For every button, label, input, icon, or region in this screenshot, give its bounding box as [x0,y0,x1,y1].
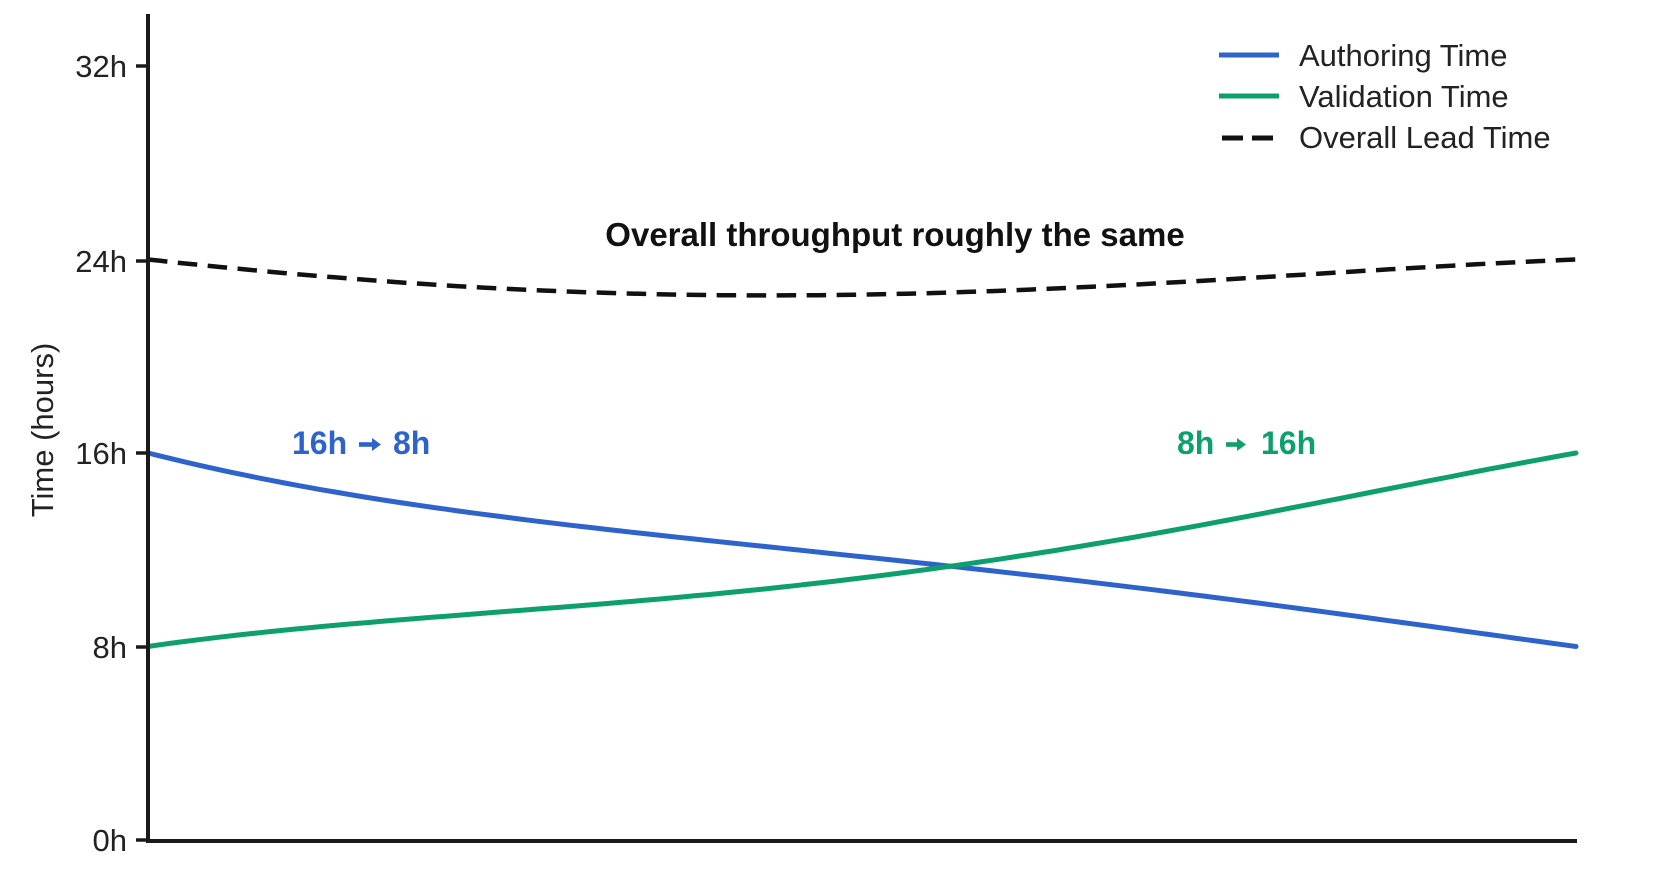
svg-text:Authoring Time: Authoring Time [1299,38,1508,73]
svg-text:8h: 8h [393,425,430,461]
svg-text:Validation Time: Validation Time [1299,79,1509,114]
svg-text:Time (hours): Time (hours) [25,343,60,518]
svg-text:16h: 16h [75,436,127,471]
svg-text:16h: 16h [292,425,347,461]
svg-text:0h: 0h [93,823,127,858]
svg-text:Overall Lead Time: Overall Lead Time [1299,120,1551,155]
svg-text:32h: 32h [75,49,127,84]
svg-text:8h: 8h [1177,425,1214,461]
svg-text:16h: 16h [1261,425,1316,461]
svg-text:8h: 8h [93,630,127,665]
svg-text:Overall throughput roughly the: Overall throughput roughly the same [605,216,1184,253]
svg-text:24h: 24h [75,244,127,279]
